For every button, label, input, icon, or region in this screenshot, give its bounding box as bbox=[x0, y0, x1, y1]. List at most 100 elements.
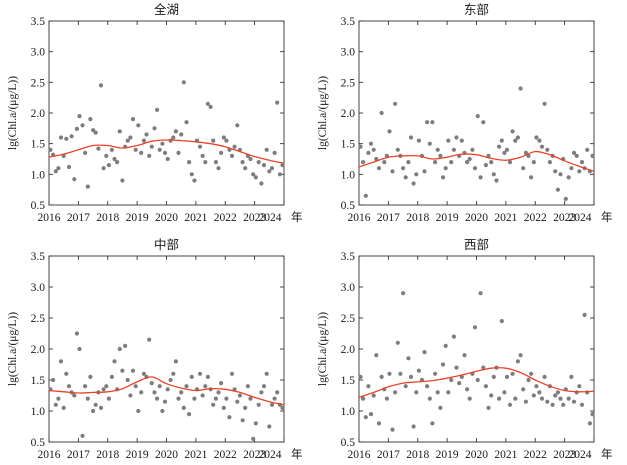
data-point bbox=[507, 160, 513, 165]
data-point bbox=[531, 393, 536, 398]
data-point bbox=[91, 408, 96, 414]
data-point bbox=[361, 396, 366, 401]
panel-title: 全湖 bbox=[154, 2, 179, 17]
data-point bbox=[430, 120, 435, 125]
data-point bbox=[213, 160, 218, 165]
data-point bbox=[152, 126, 157, 131]
plot-frame bbox=[48, 20, 285, 206]
plot-frame bbox=[358, 255, 595, 443]
data-point bbox=[176, 396, 181, 401]
data-point bbox=[181, 405, 186, 410]
x-tick-label: 2018 bbox=[96, 212, 119, 224]
data-point bbox=[115, 160, 120, 165]
data-point bbox=[232, 144, 237, 149]
data-point bbox=[219, 150, 224, 155]
data-point bbox=[561, 402, 566, 407]
data-point bbox=[51, 377, 56, 383]
data-point bbox=[411, 181, 416, 186]
data-point bbox=[569, 374, 574, 379]
data-point bbox=[253, 421, 258, 426]
data-point bbox=[101, 166, 106, 171]
data-point bbox=[577, 169, 582, 174]
data-point bbox=[376, 166, 382, 171]
data-point bbox=[467, 396, 472, 401]
data-point bbox=[120, 178, 125, 183]
data-point bbox=[443, 166, 448, 171]
plot-frame bbox=[48, 255, 285, 443]
data-point bbox=[534, 135, 539, 140]
data-point bbox=[368, 141, 374, 146]
data-point bbox=[160, 141, 165, 146]
data-point bbox=[422, 169, 427, 174]
data-point bbox=[449, 160, 454, 165]
data-point bbox=[74, 331, 79, 336]
data-point bbox=[379, 110, 384, 116]
data-point bbox=[504, 147, 510, 152]
data-point bbox=[173, 129, 178, 134]
data-point bbox=[197, 371, 203, 376]
data-point bbox=[101, 387, 106, 392]
data-point bbox=[224, 396, 229, 401]
data-point bbox=[366, 384, 371, 389]
x-tick-label: 2019 bbox=[126, 212, 149, 224]
data-point bbox=[539, 144, 545, 149]
x-tick-label: 2022 bbox=[214, 449, 237, 461]
y-tick-label: 2.5 bbox=[31, 313, 46, 325]
data-point bbox=[390, 427, 395, 432]
data-point bbox=[390, 169, 395, 174]
y-tick-label: 1.0 bbox=[341, 406, 356, 418]
y-tick-label: 1.5 bbox=[341, 139, 356, 151]
data-point bbox=[483, 163, 488, 168]
x-tick-label: 2020 bbox=[155, 449, 178, 461]
data-point bbox=[523, 399, 529, 404]
data-point bbox=[221, 135, 226, 140]
data-point bbox=[162, 399, 168, 404]
data-point bbox=[109, 147, 114, 152]
data-point bbox=[187, 412, 192, 417]
data-point bbox=[56, 396, 61, 401]
panel-title: 西部 bbox=[464, 237, 489, 252]
data-point bbox=[435, 390, 440, 395]
y-tick-label: 3.5 bbox=[31, 251, 46, 263]
data-point bbox=[211, 138, 216, 143]
data-point bbox=[481, 365, 486, 370]
data-point bbox=[213, 396, 218, 401]
trend-line bbox=[358, 367, 595, 399]
data-point bbox=[510, 129, 515, 134]
data-point bbox=[427, 396, 432, 401]
data-point bbox=[472, 325, 478, 330]
x-unit-label: 年 bbox=[601, 447, 613, 461]
data-point bbox=[387, 129, 392, 134]
data-point bbox=[590, 412, 595, 417]
data-point bbox=[56, 166, 61, 171]
data-point bbox=[577, 384, 582, 389]
x-tick-label: 2019 bbox=[436, 212, 459, 224]
data-point bbox=[425, 120, 430, 125]
data-point bbox=[58, 135, 64, 140]
data-point bbox=[88, 117, 93, 122]
y-tick-label: 3.0 bbox=[341, 47, 356, 59]
data-point bbox=[433, 371, 438, 376]
data-point bbox=[48, 147, 53, 152]
data-point bbox=[104, 153, 109, 158]
data-point bbox=[184, 384, 189, 389]
data-point bbox=[275, 100, 280, 105]
data-point bbox=[395, 340, 400, 345]
data-point bbox=[197, 144, 203, 149]
data-point bbox=[66, 384, 72, 389]
y-tick-label: 2.5 bbox=[31, 77, 46, 89]
data-point bbox=[491, 172, 496, 177]
x-tick-label: 2020 bbox=[465, 449, 488, 461]
data-point bbox=[515, 359, 521, 364]
data-point bbox=[72, 393, 77, 398]
data-point bbox=[513, 138, 518, 143]
data-point bbox=[465, 160, 470, 165]
y-tick-label: 0.5 bbox=[341, 200, 356, 212]
data-point bbox=[130, 117, 136, 122]
data-point bbox=[235, 399, 240, 404]
trend-line bbox=[48, 376, 285, 406]
data-point bbox=[411, 424, 416, 429]
data-point bbox=[371, 147, 376, 152]
data-point bbox=[518, 86, 523, 91]
